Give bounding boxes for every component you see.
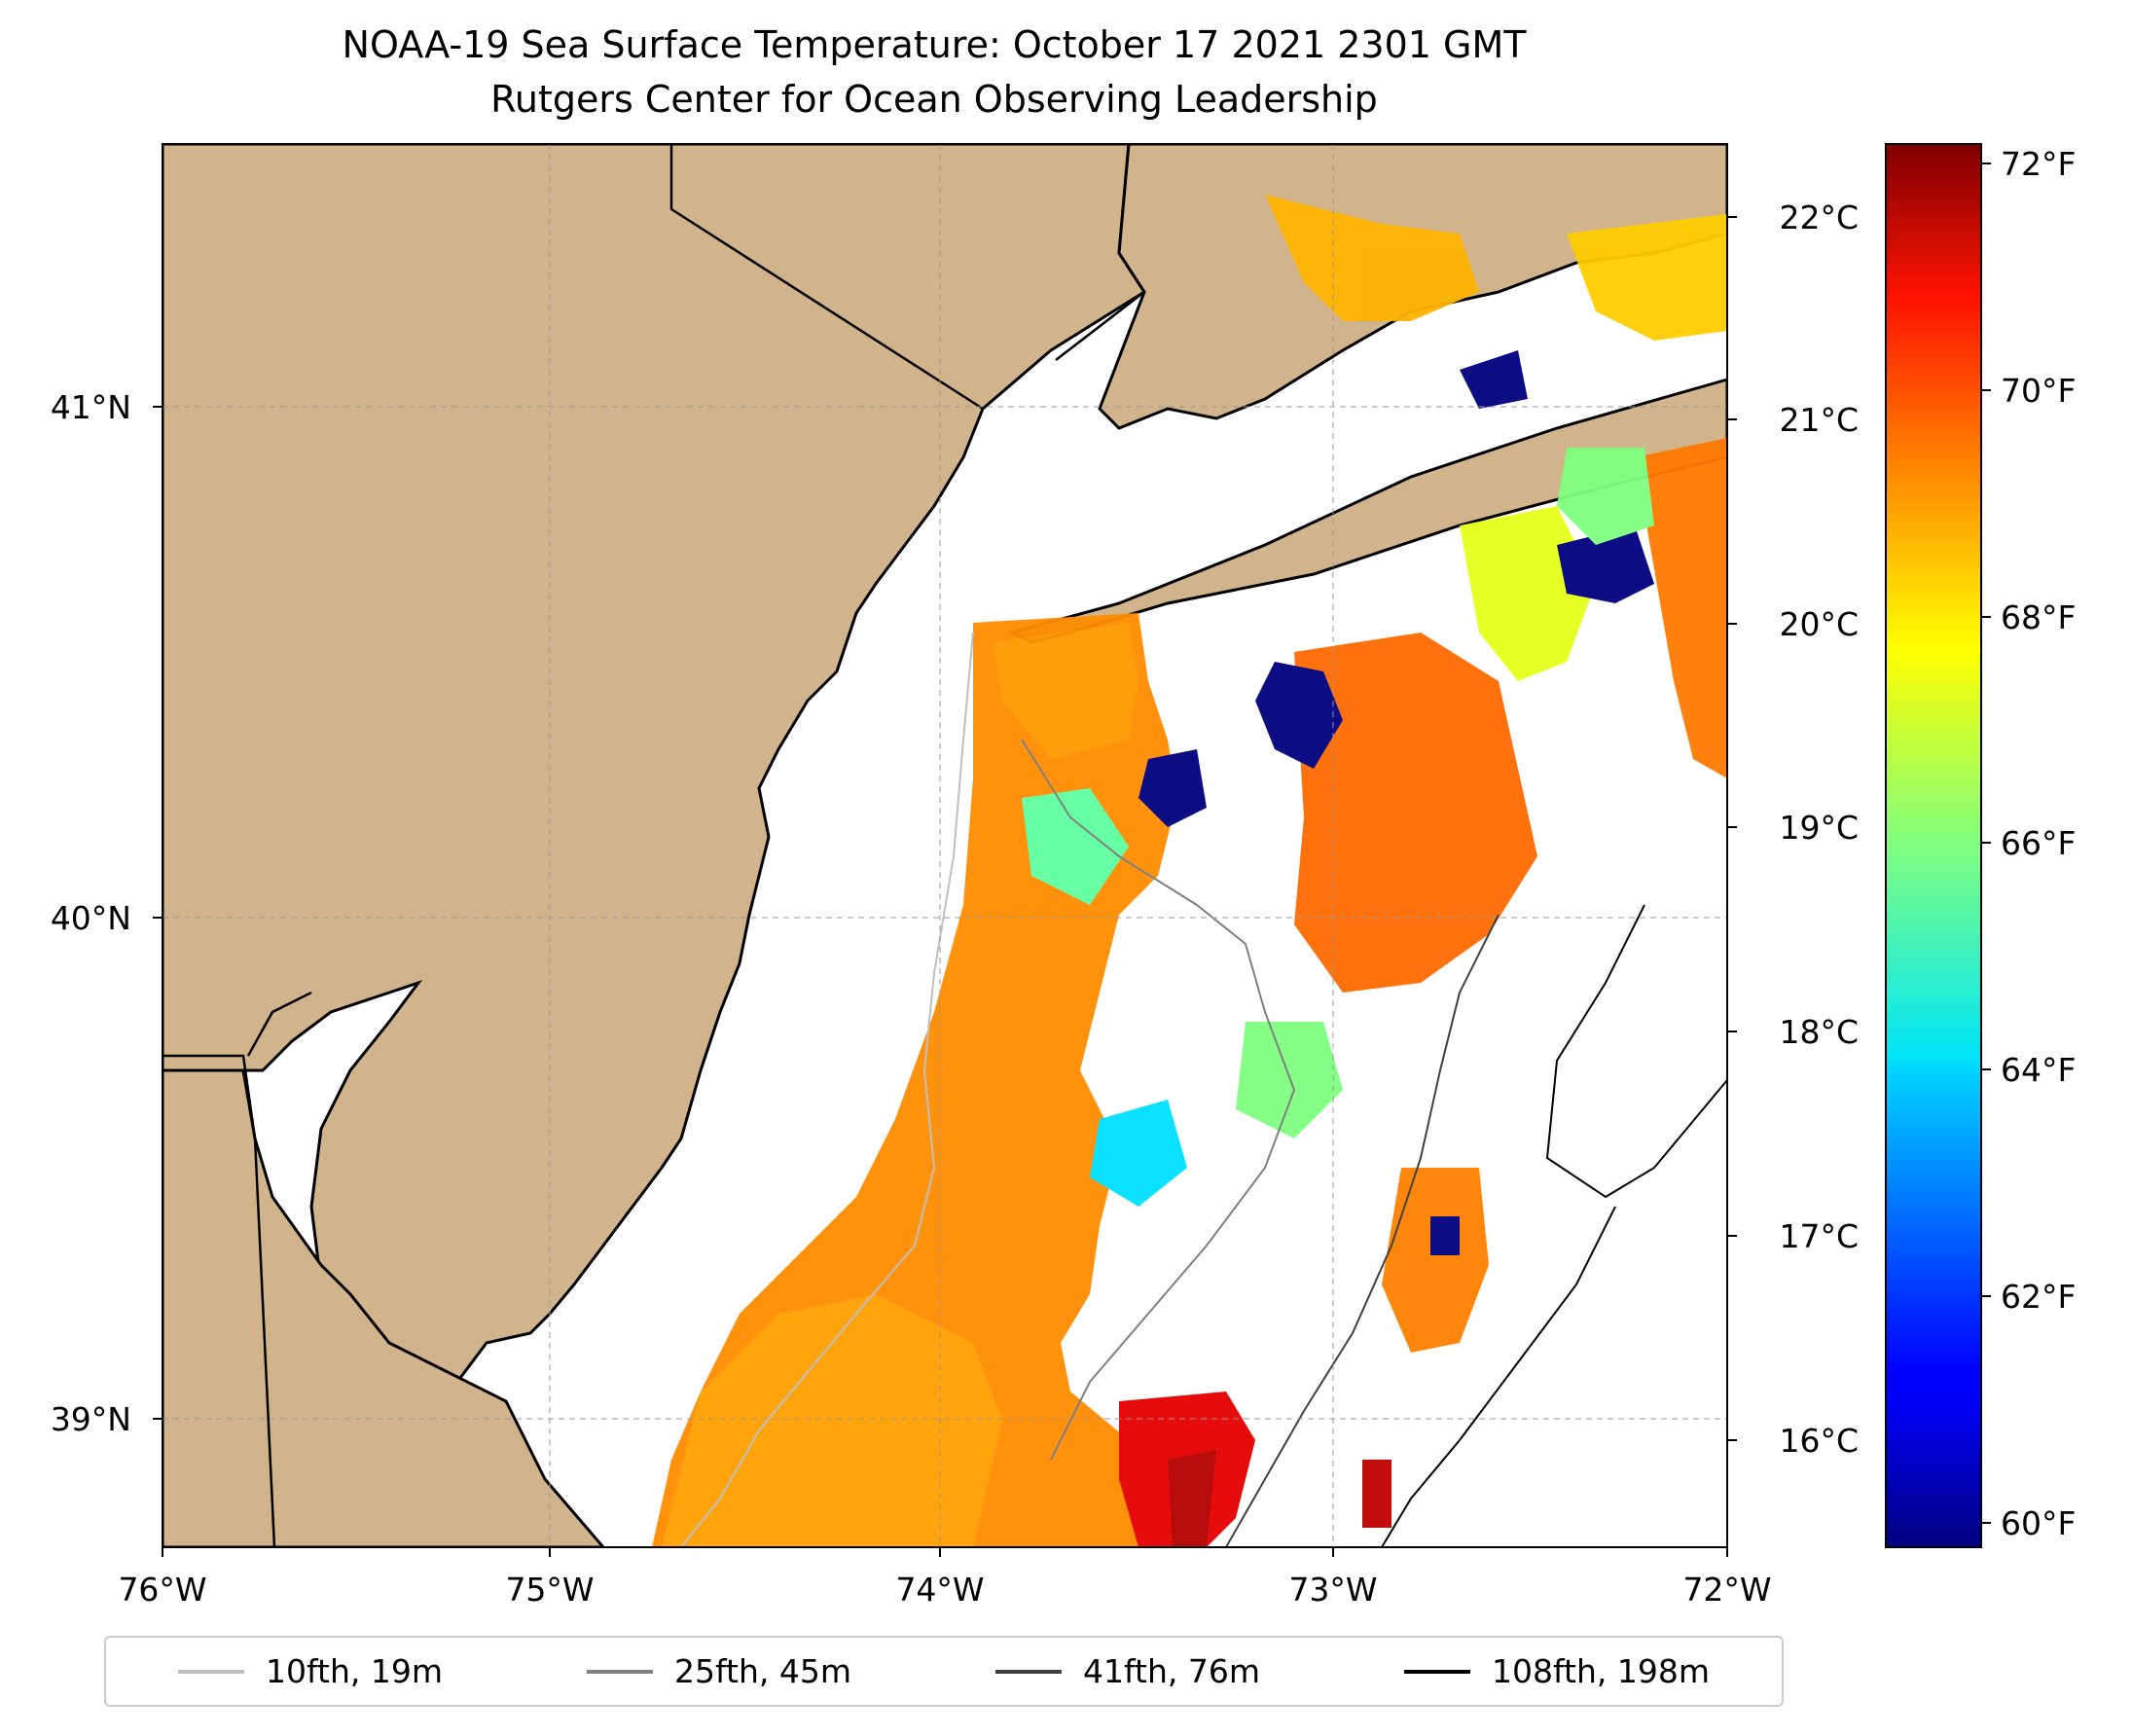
svg-text:60°F: 60°F	[2001, 1504, 2076, 1542]
legend-item-25fth: 25fth, 45m	[587, 1652, 851, 1690]
x-tick-label: 74°W	[895, 1571, 984, 1609]
legend-line-swatch	[1404, 1669, 1470, 1674]
svg-text:70°F: 70°F	[2001, 372, 2076, 410]
legend-item-10fth: 10fth, 19m	[178, 1652, 443, 1690]
legend-item-108fth: 108fth, 198m	[1404, 1652, 1710, 1690]
sst-field	[652, 195, 1727, 1547]
legend-label: 10fth, 19m	[266, 1652, 443, 1690]
map-area	[163, 144, 1727, 1547]
state-border	[163, 144, 1146, 1547]
x-tick-label: 73°W	[1288, 1571, 1377, 1609]
legend-line-swatch	[587, 1669, 653, 1674]
y-tick-label: 41°N	[51, 388, 131, 426]
map-gridlines	[163, 144, 1727, 1547]
map-subtitle: Rutgers Center for Ocean Observing Leade…	[490, 78, 1378, 121]
colorbar-fahrenheit-axis: 60°F 62°F 64°F 66°F 68°F 70°F 72°F	[2001, 145, 2076, 1542]
y-axis: 41°N 40°N 39°N	[51, 388, 163, 1438]
contour-76m	[1225, 914, 1500, 1547]
legend-item-41fth: 41fth, 76m	[995, 1652, 1260, 1690]
map-title: NOAA-19 Sea Surface Temperature: October…	[342, 23, 1527, 66]
contour-198m	[1381, 904, 1727, 1547]
x-tick-label: 72°W	[1682, 1571, 1771, 1609]
y-tick-label: 40°N	[51, 899, 131, 937]
legend-line-swatch	[178, 1669, 244, 1674]
svg-text:20°C: 20°C	[1779, 605, 1859, 643]
colorbar	[1885, 143, 1982, 1548]
svg-text:62°F: 62°F	[2001, 1278, 2076, 1316]
contour-legend: 10fth, 19m 25fth, 45m 41fth, 76m 108fth,…	[104, 1636, 1784, 1707]
legend-label: 25fth, 45m	[674, 1652, 851, 1690]
legend-label: 108fth, 198m	[1492, 1652, 1710, 1690]
svg-text:19°C: 19°C	[1779, 809, 1859, 847]
land-mainland	[163, 144, 1147, 1462]
svg-text:66°F: 66°F	[2001, 824, 2076, 862]
colorbar-celsius-axis: 16°C 17°C 18°C 19°C 20°C 21°C 22°C	[1779, 199, 1859, 1460]
svg-text:17°C: 17°C	[1779, 1217, 1859, 1255]
x-tick-label: 76°W	[118, 1571, 206, 1609]
svg-text:72°F: 72°F	[2001, 145, 2076, 183]
svg-text:68°F: 68°F	[2001, 598, 2076, 636]
svg-text:18°C: 18°C	[1779, 1013, 1859, 1051]
contour-45m	[1021, 739, 1296, 1461]
map-frame	[162, 143, 1728, 1548]
svg-text:64°F: 64°F	[2001, 1051, 2076, 1089]
x-axis: 76°W 75°W 74°W 73°W 72°W	[118, 1547, 1772, 1609]
contour-19m	[680, 632, 974, 1547]
svg-text:22°C: 22°C	[1779, 199, 1859, 236]
svg-text:21°C: 21°C	[1779, 401, 1859, 439]
legend-label: 41fth, 76m	[1083, 1652, 1260, 1690]
x-tick-label: 75°W	[505, 1571, 594, 1609]
legend-line-swatch	[995, 1669, 1062, 1674]
svg-text:16°C: 16°C	[1779, 1422, 1859, 1460]
y-tick-label: 39°N	[51, 1400, 131, 1438]
